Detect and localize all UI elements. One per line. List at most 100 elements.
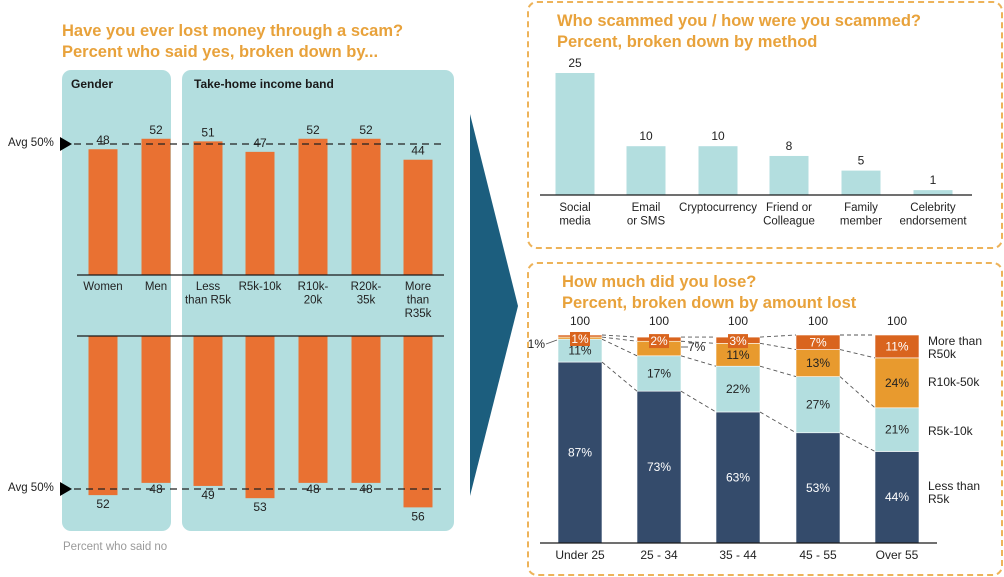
method-category-label: Cryptocurrency xyxy=(679,202,757,214)
age-category-label: Under 25 xyxy=(555,548,605,562)
connector-line xyxy=(601,334,638,338)
category-label: 20k xyxy=(304,295,323,307)
connector-line xyxy=(601,361,638,392)
connector-line xyxy=(680,355,717,367)
age-category-label: 45 - 55 xyxy=(799,548,837,562)
no-value-label: 48 xyxy=(149,482,163,496)
connector-line xyxy=(839,376,876,409)
left-note: Percent who said no xyxy=(63,541,168,553)
yes-value-label: 52 xyxy=(149,123,163,137)
method-category-label: Family xyxy=(844,202,878,214)
method-value-label: 25 xyxy=(568,56,582,70)
method-category-label: Friend or xyxy=(766,202,812,214)
segment-label: 87% xyxy=(568,446,592,460)
stacked-segment xyxy=(795,432,841,544)
yes-bar xyxy=(245,151,275,275)
no-bar xyxy=(298,336,328,483)
stacked-segment xyxy=(795,334,841,350)
age-category-label: Over 55 xyxy=(876,548,919,562)
method-title: Who scammed you / how were you scammed? … xyxy=(557,11,921,53)
yes-bar xyxy=(88,149,118,275)
connector-line xyxy=(680,390,717,413)
category-label: than R5k xyxy=(185,295,231,307)
stacked-segment xyxy=(795,349,841,377)
method-category-label: member xyxy=(840,216,882,228)
no-value-label: 52 xyxy=(96,497,110,511)
method-bar xyxy=(913,190,953,195)
amount-title: How much did you lose? Percent, broken d… xyxy=(562,272,856,314)
amount-title-line1: How much did you lose? xyxy=(562,273,757,291)
connector-line xyxy=(601,336,638,342)
method-bar xyxy=(555,73,595,195)
segment-label: 3% xyxy=(729,334,747,348)
segment-label-outside: 7% xyxy=(688,340,706,354)
method-category-label: Email xyxy=(632,202,661,214)
method-value-label: 10 xyxy=(711,129,725,143)
segment-label: 7% xyxy=(809,335,827,349)
connector-line xyxy=(759,411,797,434)
gender-panel-label: Gender xyxy=(71,77,114,91)
category-label: R20k- xyxy=(351,281,382,293)
amount-chart-svg: 87%11%1%73%17%2%63%22%11%3%53%27%13%7%44… xyxy=(528,314,982,562)
leader-line xyxy=(545,339,558,345)
method-value-label: 1 xyxy=(930,173,937,187)
category-label: R5k-10k xyxy=(239,281,282,293)
category-label: than xyxy=(407,295,429,307)
income-panel-label: Take-home income band xyxy=(194,77,334,91)
method-bar xyxy=(769,155,809,195)
method-category-label: Social xyxy=(559,202,590,214)
small-label-background xyxy=(728,334,748,349)
yes-bar xyxy=(193,141,223,275)
connector-line xyxy=(601,338,638,357)
method-title-line1: Who scammed you / how were you scammed? xyxy=(557,12,922,30)
method-bar xyxy=(841,170,881,195)
connector-line xyxy=(759,342,797,351)
segment-label: 44% xyxy=(885,490,909,504)
yes-bar xyxy=(298,138,328,275)
segment-label: 63% xyxy=(726,470,750,484)
no-bar xyxy=(351,336,381,483)
method-chart-svg: 25 Social media 10 Email or SMS 10 Cryptocurren… xyxy=(540,56,972,228)
right-arrow-icon xyxy=(470,114,518,496)
method-category-label: or SMS xyxy=(627,216,666,228)
legend-label: R5k-10k xyxy=(928,424,974,438)
no-bar xyxy=(403,336,433,508)
segment-label: 21% xyxy=(885,423,909,437)
legend-label: R50k xyxy=(928,347,957,361)
segment-label: 11% xyxy=(568,344,591,358)
avg-label-bottom: Avg 50% xyxy=(8,482,54,494)
legend-label: R5k xyxy=(928,492,950,506)
method-category-label: Colleague xyxy=(763,216,815,228)
yes-value-label: 52 xyxy=(306,123,320,137)
connector-line xyxy=(759,334,797,338)
method-value-label: 10 xyxy=(639,129,653,143)
method-value-label: 5 xyxy=(858,154,865,168)
no-value-label: 49 xyxy=(201,488,215,502)
stacked-segment xyxy=(636,390,682,544)
no-value-label: 48 xyxy=(306,482,320,496)
stacked-segment xyxy=(874,357,920,409)
category-label: 35k xyxy=(357,295,376,307)
yes-value-label: 51 xyxy=(201,125,215,139)
amount-box xyxy=(527,262,1003,576)
stacked-segment xyxy=(795,376,841,434)
connector-line xyxy=(839,432,876,452)
segment-label-outside: 1% xyxy=(528,337,546,351)
segment-label: 53% xyxy=(806,481,830,495)
method-category-label: endorsement xyxy=(899,216,967,228)
left-chart-svg: 48 52 51 47 52 52 44 Women Men Less than R5k R5k-10… xyxy=(60,123,444,523)
avg-marker-bottom-icon xyxy=(60,482,72,496)
segment-label: 1% xyxy=(571,332,589,346)
total-label: 100 xyxy=(808,314,828,328)
legend-label: More than xyxy=(928,334,982,348)
segment-label: 24% xyxy=(885,376,909,390)
method-bar xyxy=(626,146,666,195)
category-label: R10k- xyxy=(298,281,329,293)
total-label: 100 xyxy=(649,314,669,328)
left-title-line1: Have you ever lost money through a scam? xyxy=(62,22,404,40)
segment-label: 13% xyxy=(806,356,830,370)
stacked-segment xyxy=(715,411,761,544)
method-box xyxy=(527,1,1003,249)
yes-value-label: 44 xyxy=(411,144,425,158)
no-value-label: 48 xyxy=(359,482,373,496)
